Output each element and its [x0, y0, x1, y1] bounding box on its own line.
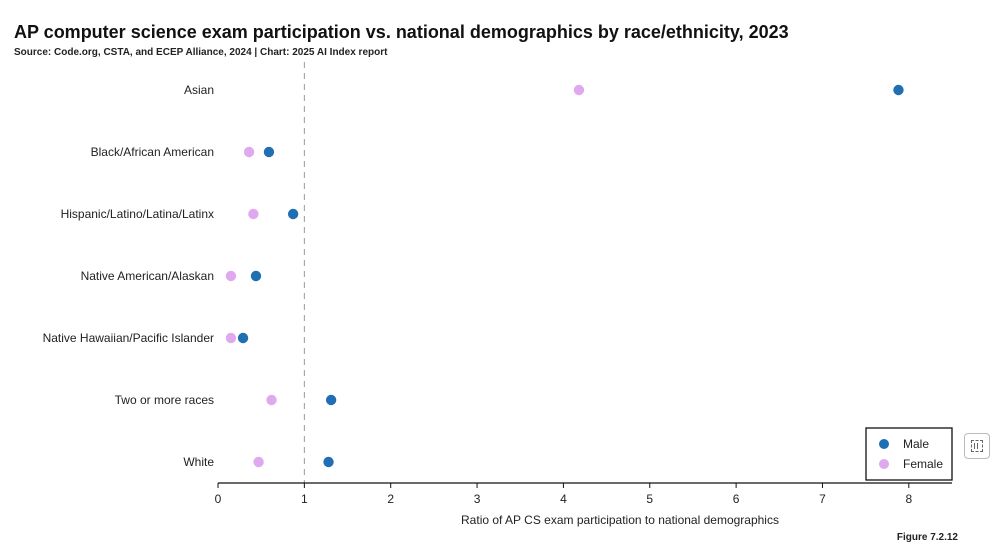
- legend-marker-female: [879, 459, 889, 469]
- male-point: [893, 84, 904, 96]
- x-axis: 0 1 2 3 4 5 6 7 8: [215, 482, 952, 506]
- female-point: [243, 146, 255, 158]
- legend-label: Male: [903, 437, 929, 451]
- x-tick-label: 3: [474, 492, 481, 506]
- data-points: [225, 84, 904, 468]
- category-labels: Asian Black/African American Hispanic/Lati…: [43, 83, 215, 469]
- category-label: White: [183, 455, 214, 469]
- male-point: [287, 208, 299, 220]
- category-label: Two or more races: [115, 393, 214, 407]
- legend: Male Female: [865, 427, 953, 481]
- female-point: [253, 456, 264, 468]
- male-point: [325, 394, 337, 406]
- female-point: [225, 332, 237, 344]
- chart-source: Source: Code.org, CSTA, and ECEP Allianc…: [14, 47, 388, 58]
- male-point: [323, 456, 334, 468]
- female-point: [266, 394, 277, 406]
- female-point: [248, 208, 259, 220]
- select-region-icon[interactable]: [964, 433, 990, 459]
- x-tick-label: 7: [819, 492, 826, 506]
- category-label: Asian: [184, 83, 214, 97]
- x-tick-label: 1: [301, 492, 308, 506]
- figure-label: Figure 7.2.12: [896, 532, 958, 543]
- category-label: Native Hawaiian/Pacific Islander: [43, 331, 214, 345]
- x-axis-title: Ratio of AP CS exam participation to nat…: [461, 513, 779, 527]
- legend-box: [865, 427, 953, 481]
- category-label: Native American/Alaskan: [81, 269, 214, 283]
- x-tick-label: 2: [387, 492, 394, 506]
- male-point: [237, 332, 249, 344]
- select-region-frame: [971, 440, 983, 452]
- chart-title: AP computer science exam participation v…: [14, 22, 789, 42]
- x-tick-label: 8: [905, 492, 912, 506]
- female-point: [573, 84, 585, 96]
- legend-label: Female: [903, 457, 943, 471]
- x-tick-label: 4: [560, 492, 567, 506]
- x-tick-label: 6: [733, 492, 740, 506]
- select-region-grid: [974, 443, 980, 449]
- category-label: Black/African American: [91, 145, 214, 159]
- male-point: [263, 146, 275, 158]
- female-point: [225, 270, 237, 282]
- male-point: [250, 270, 262, 282]
- x-tick-label: 0: [215, 492, 222, 506]
- legend-marker-male: [879, 439, 889, 449]
- category-label: Hispanic/Latino/Latina/Latinx: [61, 207, 214, 221]
- x-tick-label: 5: [646, 492, 653, 506]
